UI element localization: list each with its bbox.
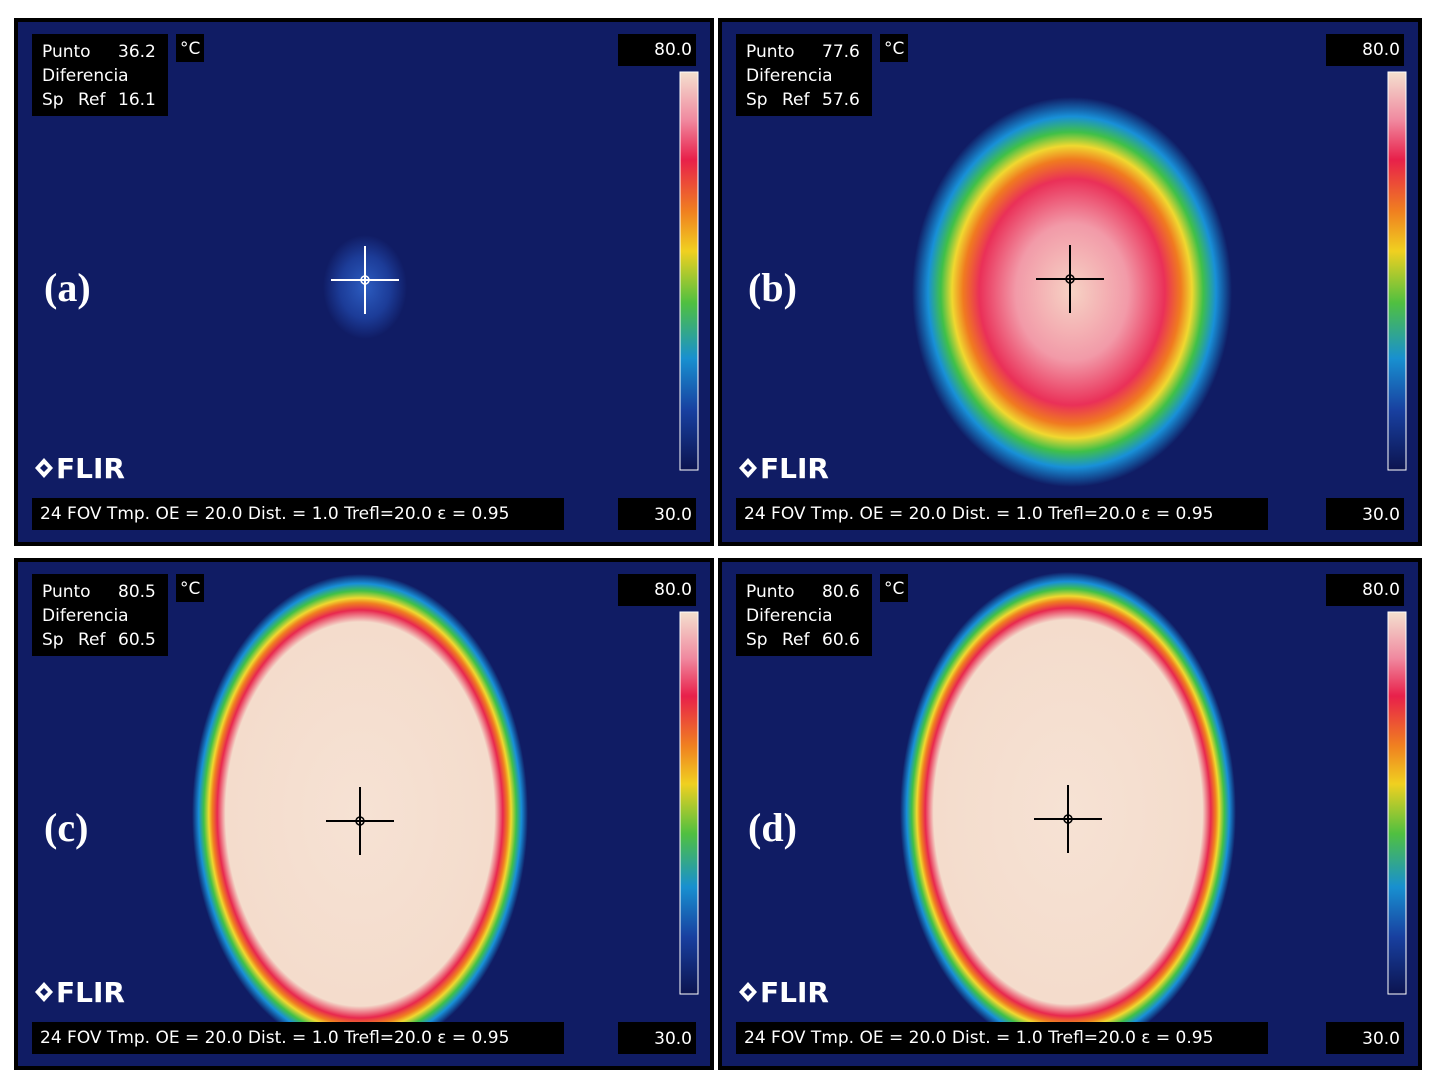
point-value: 80.5 (118, 582, 156, 602)
unit-box (880, 34, 908, 62)
unit-box (880, 574, 908, 602)
unit-box (176, 574, 204, 602)
footer-box (736, 1022, 1268, 1054)
scale-min-box (1326, 498, 1404, 530)
thermal-panel: Punto 77.6 °C Diferencia Sp Ref 57.6 80.0 30.0 (b… (718, 18, 1422, 546)
point-value: 36.2 (118, 42, 156, 62)
point-label: Punto (42, 42, 91, 62)
point-value: 77.6 (822, 42, 860, 62)
color-bar (1387, 611, 1407, 995)
footer-box (736, 498, 1268, 530)
color-bar (1387, 71, 1407, 471)
crosshair-center (1063, 814, 1073, 824)
crosshair-center (355, 816, 365, 826)
heat-spot (912, 97, 1232, 487)
ref-value: 60.6 (822, 630, 860, 650)
sp-label: Sp (746, 630, 768, 650)
info-box (736, 34, 872, 116)
logo: FLIR (56, 452, 125, 485)
logo: FLIR (760, 452, 829, 485)
scale-min-box (1326, 1022, 1404, 1054)
diff-label: Diferencia (42, 66, 129, 86)
unit: °C (884, 579, 904, 599)
diff-label: Diferencia (42, 606, 129, 626)
ref-label: Ref (78, 90, 107, 110)
color-bar (679, 71, 699, 471)
crosshair-center (1065, 274, 1075, 284)
footer-box (32, 1022, 564, 1054)
ref-label: Ref (782, 630, 811, 650)
panel-label: (b) (748, 265, 797, 310)
footer: 24 FOV Tmp. OE = 20.0 Dist. = 1.0 Trefl=… (744, 1028, 1213, 1048)
info-box (32, 34, 168, 116)
unit: °C (180, 39, 200, 59)
scale-max-box (1326, 574, 1404, 606)
color-bar (679, 611, 699, 995)
thermal-panel: Punto 80.5 °C Diferencia Sp Ref 60.5 80.0 30.0 (c… (14, 558, 714, 1070)
unit-box (176, 34, 204, 62)
scale-min: 30.0 (1362, 1029, 1400, 1049)
scale-max-box (1326, 34, 1404, 66)
diff-label: Diferencia (746, 66, 833, 86)
scale-max: 80.0 (654, 40, 692, 60)
point-label: Punto (746, 42, 795, 62)
logo: FLIR (56, 976, 125, 1009)
ref-label: Ref (782, 90, 811, 110)
scale-min-box (618, 498, 696, 530)
scale-max: 80.0 (654, 580, 692, 600)
ref-value: 60.5 (118, 630, 156, 650)
footer: 24 FOV Tmp. OE = 20.0 Dist. = 1.0 Trefl=… (744, 504, 1213, 524)
sp-label: Sp (42, 630, 64, 650)
footer: 24 FOV Tmp. OE = 20.0 Dist. = 1.0 Trefl=… (40, 1028, 509, 1048)
footer: 24 FOV Tmp. OE = 20.0 Dist. = 1.0 Trefl=… (40, 504, 509, 524)
logo-icon (35, 982, 53, 1002)
scale-max: 80.0 (1362, 580, 1400, 600)
unit: °C (884, 39, 904, 59)
ref-value: 57.6 (822, 90, 860, 110)
scale-min: 30.0 (1362, 505, 1400, 525)
logo-icon (35, 458, 53, 478)
point-label: Punto (42, 582, 91, 602)
thermal-panel: Punto 80.6 °C Diferencia Sp Ref 60.6 80.0 30.0 (d… (718, 558, 1422, 1070)
logo: FLIR (760, 976, 829, 1009)
scale-max-box (618, 34, 696, 66)
ref-label: Ref (78, 630, 107, 650)
panel-label: (d) (748, 805, 797, 850)
crosshair-center (360, 275, 370, 285)
ref-value: 16.1 (118, 90, 156, 110)
panel-label: (c) (44, 805, 88, 850)
footer-box (32, 498, 564, 530)
sp-label: Sp (746, 90, 768, 110)
point-value: 80.6 (822, 582, 860, 602)
scale-min: 30.0 (654, 1029, 692, 1049)
info-box (32, 574, 168, 656)
diff-label: Diferencia (746, 606, 833, 626)
point-label: Punto (746, 582, 795, 602)
info-box (736, 574, 872, 656)
panel-label: (a) (44, 265, 91, 310)
sp-label: Sp (42, 90, 64, 110)
scale-max-box (618, 574, 696, 606)
scale-min-box (618, 1022, 696, 1054)
scale-max: 80.0 (1362, 40, 1400, 60)
logo-icon (739, 982, 757, 1002)
logo-icon (739, 458, 757, 478)
thermal-panel: Punto 36.2 °C Diferencia Sp Ref 16.1 80.0 30.0 (a… (14, 18, 714, 546)
scale-min: 30.0 (654, 505, 692, 525)
unit: °C (180, 579, 200, 599)
